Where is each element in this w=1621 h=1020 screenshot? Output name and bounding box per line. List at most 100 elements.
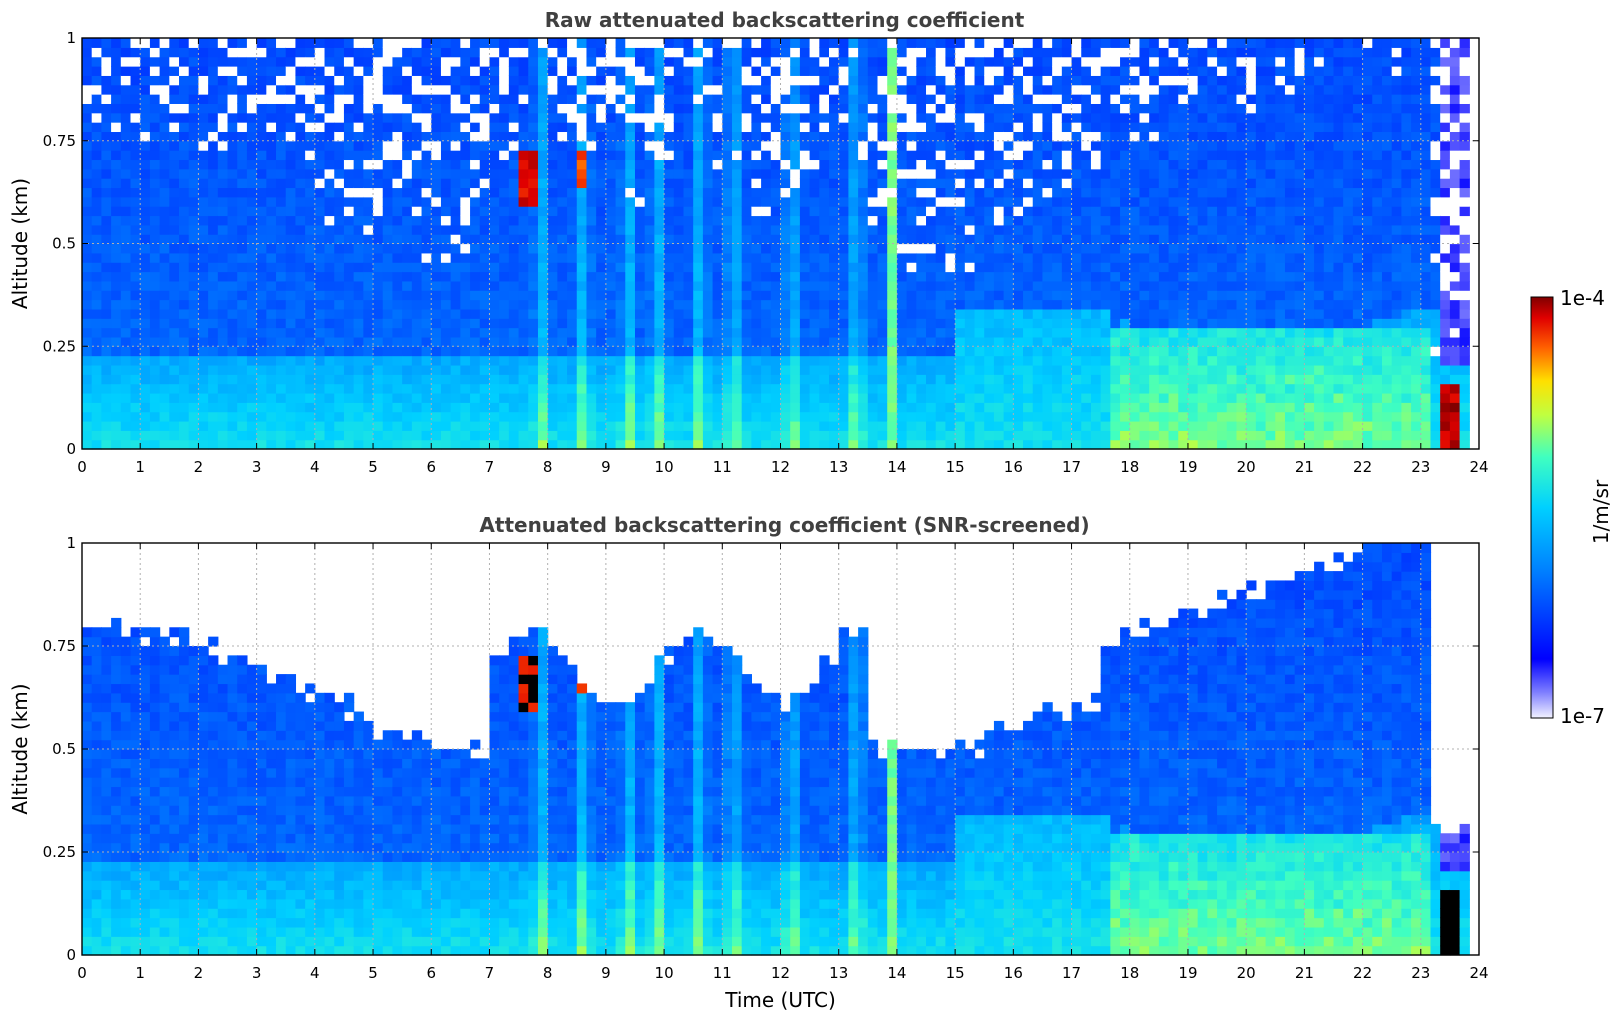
heatmap-cell: [343, 290, 355, 301]
heatmap-cell: [518, 122, 529, 133]
heatmap-cell: [353, 150, 364, 161]
heatmap-cell: [1100, 150, 1111, 161]
heatmap-cell: [702, 196, 714, 207]
heatmap-cell: [334, 112, 345, 123]
heatmap-cell: [615, 364, 626, 375]
heatmap-cell: [741, 178, 752, 189]
heatmap-cell: [586, 159, 597, 170]
heatmap-cell: [1042, 38, 1053, 48]
heatmap-cell: [276, 66, 287, 76]
heatmap-cell: [198, 150, 209, 161]
heatmap-cell: [217, 122, 229, 133]
heatmap-cell: [179, 262, 190, 273]
heatmap-cell: [169, 411, 180, 422]
heatmap-cell: [450, 234, 461, 245]
heatmap-cell: [479, 430, 491, 441]
heatmap-cell: [91, 364, 102, 375]
heatmap-cell: [382, 94, 394, 104]
heatmap-cell: [790, 38, 801, 48]
heatmap-cell: [799, 430, 811, 441]
heatmap-cell: [605, 364, 617, 375]
heatmap-cell: [809, 374, 820, 385]
heatmap-cell: [246, 38, 258, 48]
heatmap-cell: [993, 346, 1005, 357]
heatmap-cell: [848, 280, 859, 291]
heatmap-cell: [1149, 215, 1160, 226]
heatmap-cell: [470, 168, 481, 179]
heatmap-cell: [334, 150, 345, 161]
heatmap-cell: [91, 103, 102, 114]
heatmap-cell: [334, 131, 345, 142]
heatmap-cell: [1149, 262, 1160, 273]
heatmap-cell: [508, 243, 520, 254]
heatmap-cell: [906, 327, 917, 338]
heatmap-cell: [1168, 140, 1179, 151]
heatmap-cell: [644, 159, 655, 170]
heatmap-cell: [557, 38, 568, 48]
heatmap-cell: [470, 262, 481, 273]
heatmap-cell: [140, 38, 151, 48]
heatmap-cell: [1129, 38, 1141, 48]
heatmap-cell: [1149, 308, 1160, 319]
heatmap-cell: [1032, 159, 1044, 170]
heatmap-cell: [334, 122, 345, 133]
heatmap-cell: [761, 290, 772, 301]
heatmap-cell: [625, 252, 636, 263]
heatmap-cell: [111, 383, 122, 394]
heatmap-cell: [741, 168, 752, 179]
heatmap-cell: [120, 355, 132, 366]
heatmap-cell: [1168, 112, 1179, 123]
heatmap-cell: [353, 280, 364, 291]
heatmap-cell: [974, 280, 985, 291]
heatmap-cell: [819, 336, 830, 347]
heatmap-cell: [266, 243, 277, 254]
heatmap-cell: [654, 262, 665, 273]
heatmap-cell: [266, 346, 277, 357]
heatmap-cell: [799, 47, 811, 58]
heatmap-cell: [470, 355, 481, 366]
heatmap-cell: [654, 392, 665, 403]
heatmap-cell: [896, 131, 908, 142]
heatmap-cell: [596, 346, 607, 357]
heatmap-cell: [1013, 150, 1024, 161]
heatmap-cell: [858, 103, 869, 114]
heatmap-cell: [159, 159, 170, 170]
heatmap-cell: [305, 131, 316, 142]
heatmap-cell: [731, 243, 743, 254]
heatmap-cell: [91, 383, 102, 394]
heatmap-cell: [208, 84, 219, 95]
heatmap-cell: [499, 280, 510, 291]
heatmap-cell: [984, 402, 995, 413]
heatmap-cell: [169, 196, 180, 207]
heatmap-cell: [440, 122, 452, 133]
heatmap-cell: [1168, 299, 1179, 310]
heatmap-cell: [479, 252, 491, 263]
heatmap-cell: [208, 392, 219, 403]
heatmap-cell: [993, 327, 1005, 338]
heatmap-cell: [411, 439, 423, 450]
heatmap-cell: [693, 66, 704, 76]
heatmap-cell: [373, 168, 384, 179]
heatmap-cell: [169, 392, 180, 403]
heatmap-cell: [528, 150, 539, 161]
heatmap-cell: [1042, 290, 1053, 301]
heatmap-cell: [363, 103, 374, 114]
heatmap-cell: [887, 38, 898, 48]
heatmap-cell: [984, 439, 995, 450]
heatmap-cell: [935, 84, 947, 95]
heatmap-cell: [693, 439, 704, 450]
heatmap-cell: [964, 280, 976, 291]
heatmap-cell: [683, 140, 694, 151]
heatmap-cell: [848, 150, 859, 161]
heatmap-cell: [537, 318, 549, 329]
heatmap-cell: [91, 280, 102, 291]
heatmap-cell: [120, 364, 132, 375]
heatmap-cell: [208, 383, 219, 394]
heatmap-cell: [1110, 430, 1121, 441]
heatmap-cell: [625, 103, 636, 114]
heatmap-cell: [829, 402, 840, 413]
heatmap-cell: [1042, 206, 1053, 217]
heatmap-cell: [285, 243, 297, 254]
heatmap-cell: [1120, 364, 1131, 375]
heatmap-cell: [91, 75, 102, 86]
